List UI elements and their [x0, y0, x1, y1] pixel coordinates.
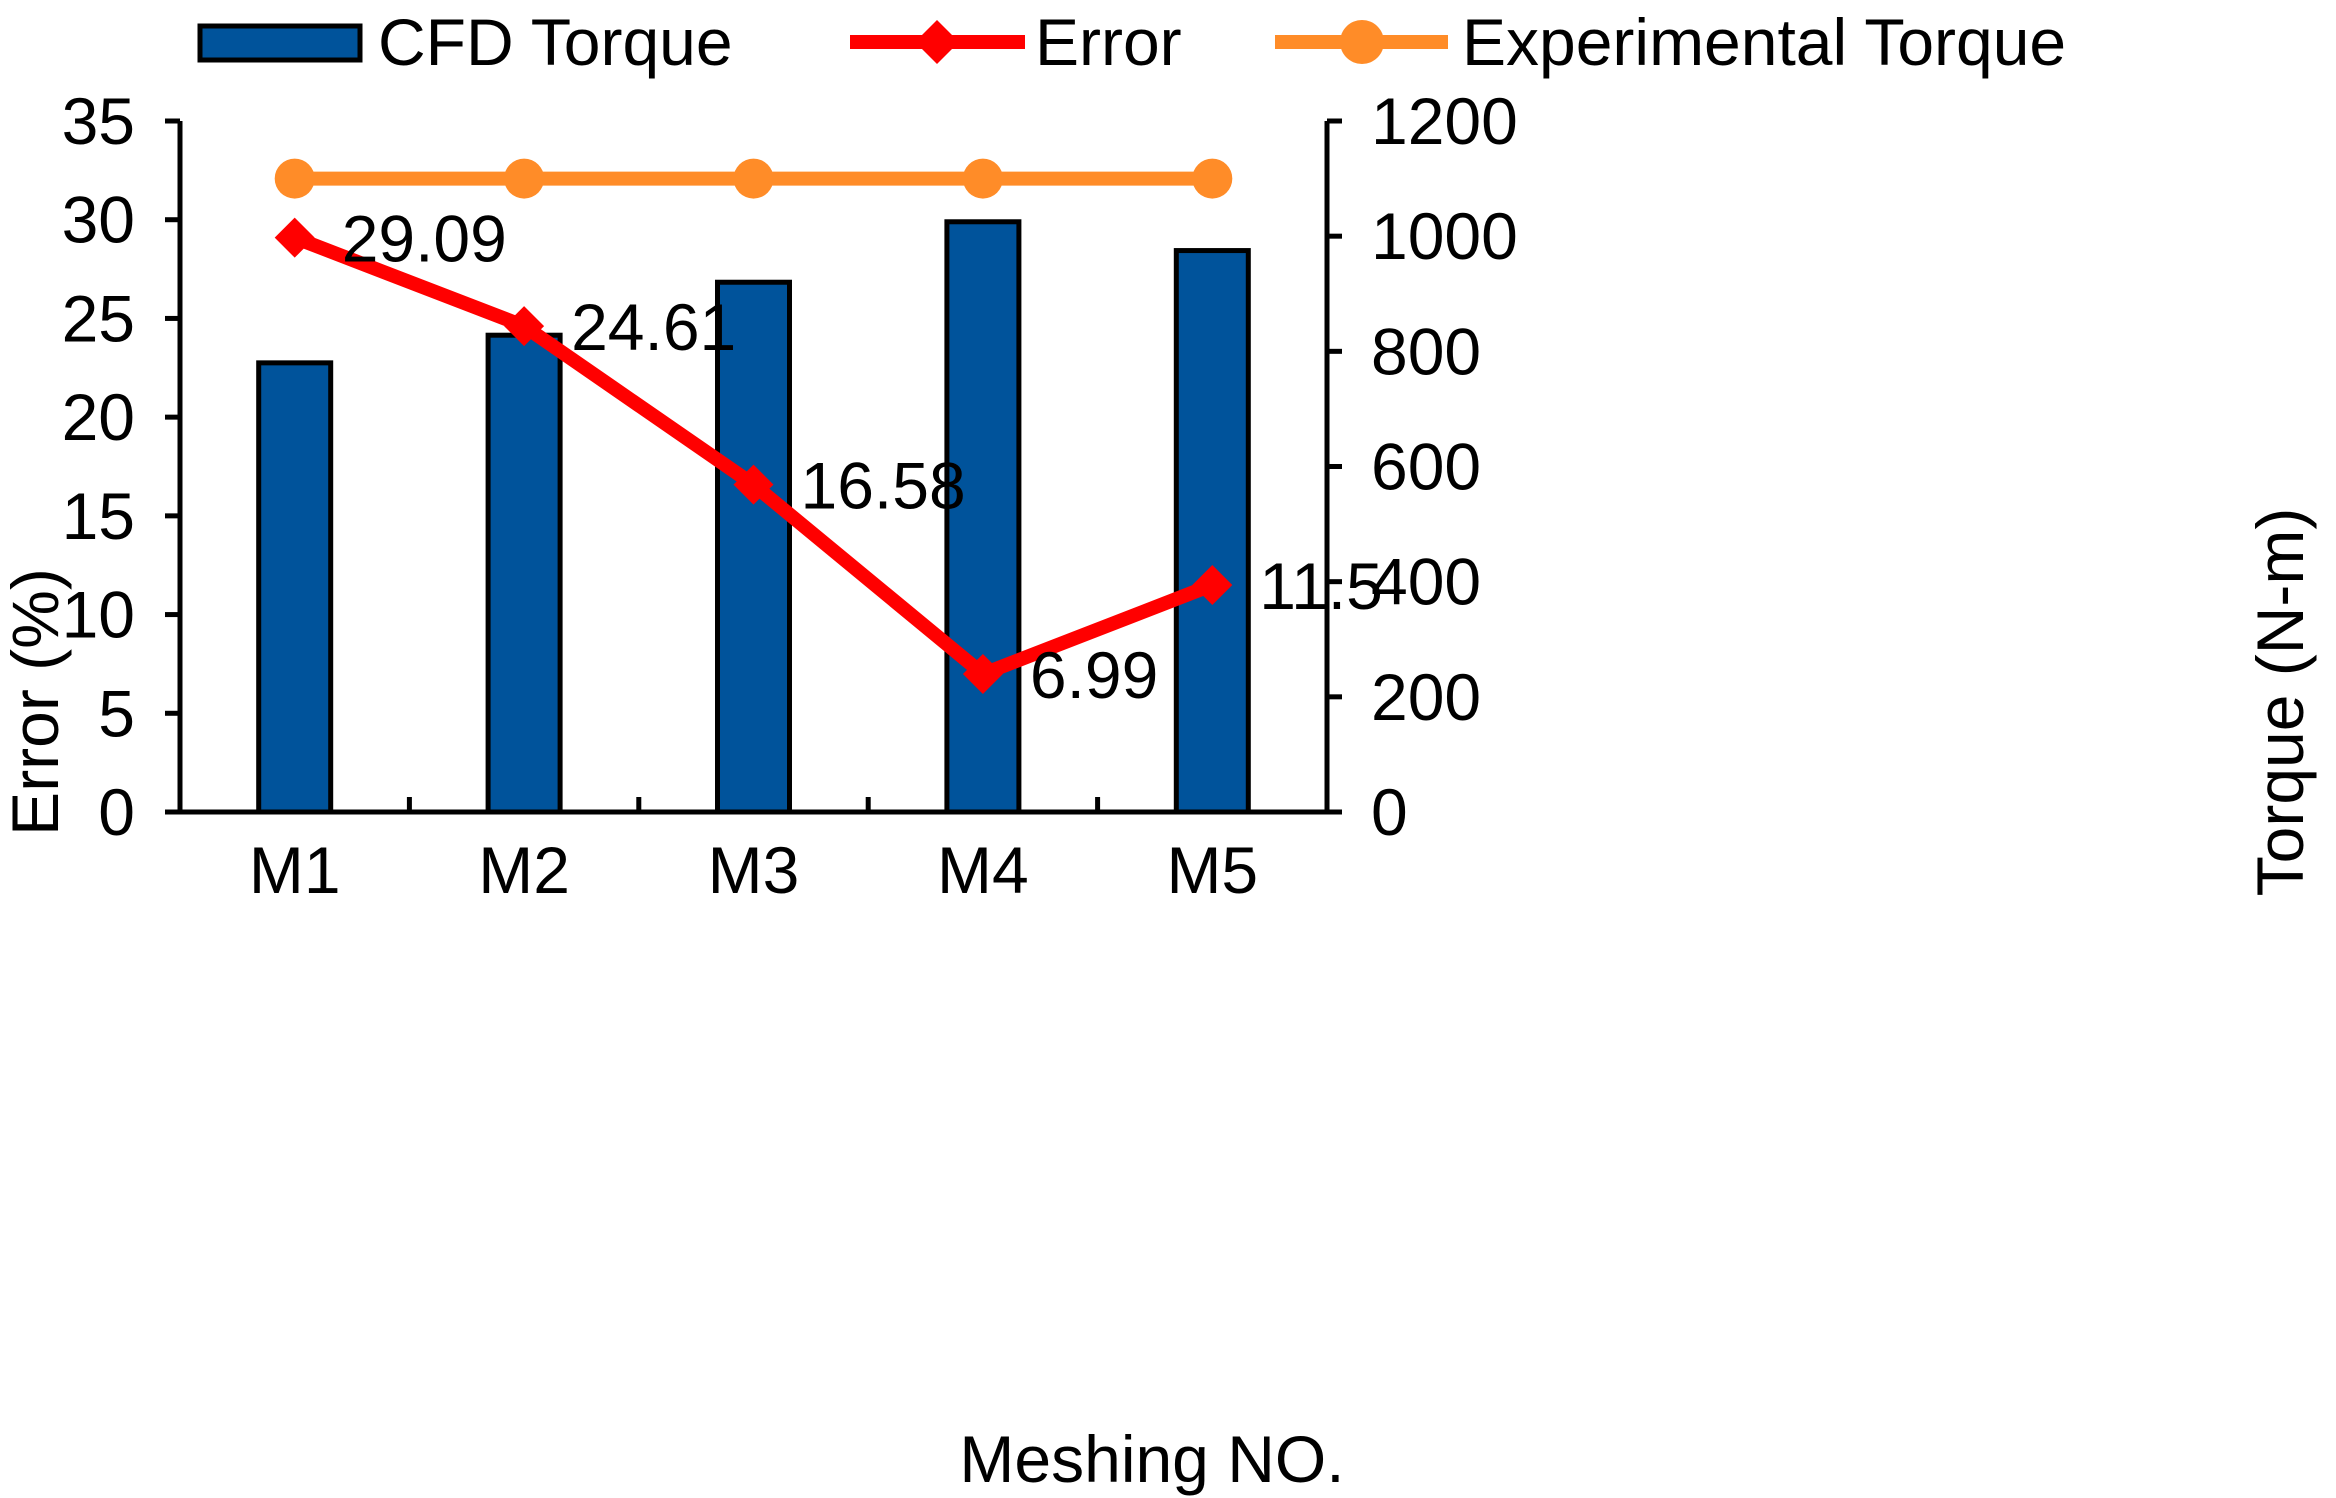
line-series: [274, 158, 1233, 694]
error-point: [962, 653, 1003, 694]
x-tick-label: M1: [249, 833, 341, 907]
y-right-tick-label: 1200: [1371, 84, 1518, 158]
x-tick-label: M3: [708, 833, 800, 907]
y-left-axis-title: Error (%): [0, 568, 72, 836]
error-data-label: 6.99: [1030, 638, 1158, 712]
y-right-tick-label: 1000: [1371, 199, 1518, 273]
experimental-torque-point: [962, 158, 1003, 199]
y-left-tick-label: 10: [62, 578, 135, 652]
y-right-tick-label: 0: [1371, 775, 1408, 849]
error-point: [733, 464, 774, 505]
legend-marker-error: [915, 20, 959, 64]
y-right-tick-label: 400: [1371, 545, 1481, 619]
experimental-torque-point: [1192, 158, 1233, 199]
y-right-tick-label: 800: [1371, 314, 1481, 388]
y-left-tick-label: 5: [98, 676, 135, 750]
y-left-tick-label: 15: [62, 479, 135, 553]
y-right-axis-title: Torque (N-m): [2243, 508, 2317, 897]
axes: 0 5 10 15 20 25 30 35 0 200 400 600 800 1000 1200 M1 M2 M…: [62, 84, 1518, 907]
y-left-tick-label: 35: [62, 84, 135, 158]
x-axis-title: Meshing NO.: [959, 1422, 1344, 1496]
data-labels: 29.09 24.61 16.58 6.99 11.5: [342, 202, 1383, 712]
y-right-tick-label: 200: [1371, 660, 1481, 734]
y-left-tick-label: 20: [62, 380, 135, 454]
experimental-torque-point: [733, 158, 774, 199]
error-data-label: 16.58: [801, 449, 966, 523]
cfd-torque-bar: [944, 219, 1022, 815]
legend-label-experimental-torque: Experimental Torque: [1462, 5, 2066, 79]
cfd-torque-bar: [485, 332, 563, 815]
y-left-tick-label: 0: [98, 775, 135, 849]
error-point: [274, 217, 315, 258]
error-data-label: 29.09: [342, 202, 507, 276]
legend-label-cfd-torque: CFD Torque: [378, 5, 733, 79]
x-tick-label: M2: [478, 833, 570, 907]
y-left-tick-label: 25: [62, 281, 135, 355]
legend-marker-experimental-torque: [1340, 20, 1384, 64]
x-tick-label: M5: [1166, 833, 1258, 907]
cfd-torque-bar: [256, 360, 334, 815]
x-tick-label: M4: [937, 833, 1029, 907]
error-data-label: 24.61: [571, 290, 736, 364]
error-point: [1192, 564, 1233, 605]
error-point: [504, 306, 545, 347]
cfd-torque-bar: [715, 279, 792, 815]
cfd-torque-bars: [256, 219, 1251, 815]
y-left-tick-label: 30: [62, 183, 135, 257]
legend: CFD Torque Error Experimental Torque: [197, 5, 2066, 79]
experimental-torque-point: [504, 158, 545, 199]
experimental-torque-point: [274, 158, 315, 199]
error-data-label: 11.5: [1259, 549, 1383, 623]
legend-swatch-cfd-torque: [197, 23, 363, 63]
y-right-tick-label: 600: [1371, 430, 1481, 504]
legend-label-error: Error: [1035, 5, 1182, 79]
cfd-torque-bar: [1173, 248, 1251, 815]
